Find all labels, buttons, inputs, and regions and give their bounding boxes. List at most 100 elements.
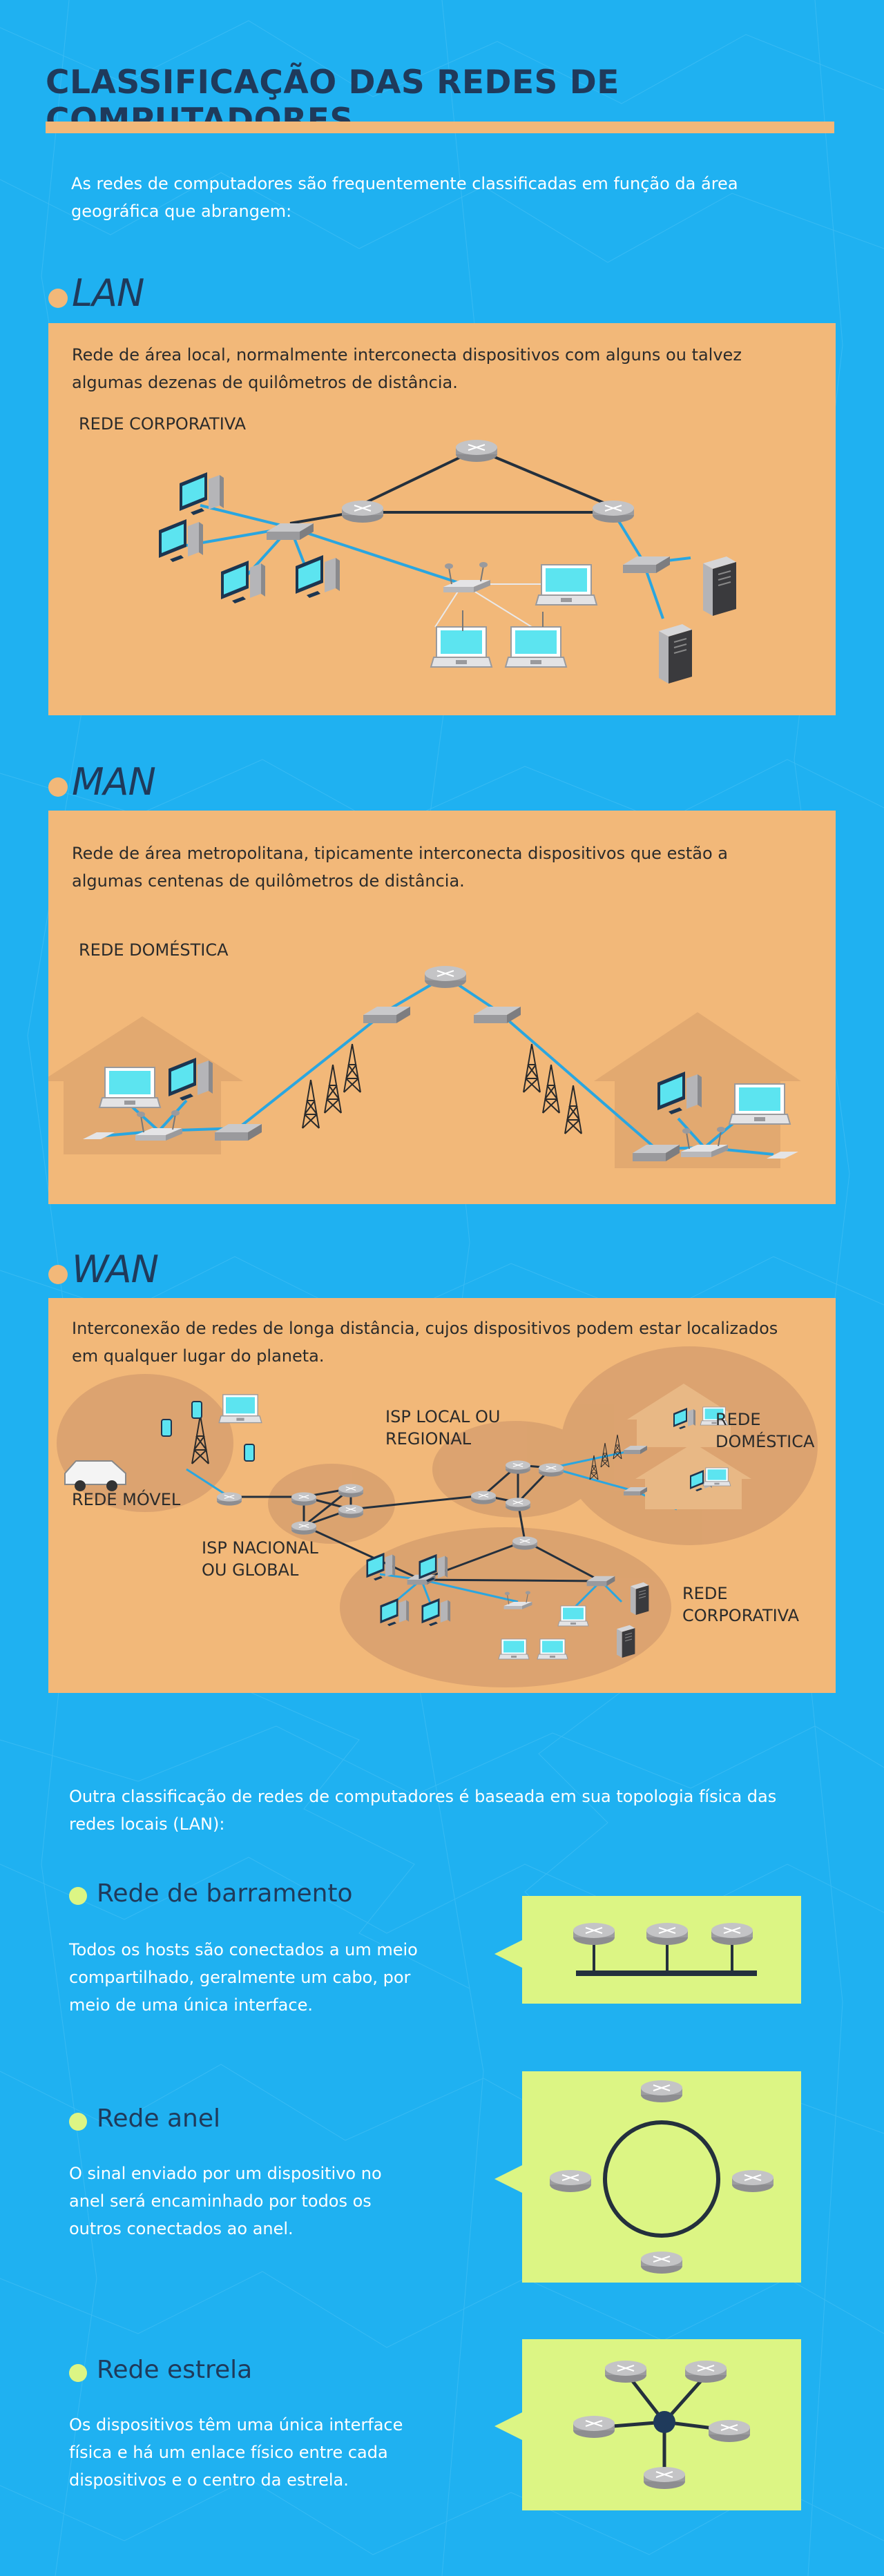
wan-text-line-2: em qualquer lugar do planeta.: [72, 1346, 325, 1366]
lan-diagram-label: REDE CORPORATIVA: [79, 414, 247, 434]
ring-panel-pointer: [494, 2165, 522, 2193]
ring-text-line-1: O sinal enviado por um dispositivo no: [69, 2164, 382, 2183]
star-panel-pointer: [494, 2412, 522, 2440]
lan-diagram: [159, 439, 737, 684]
wan-label-isp-national: ISP NACIONAL OU GLOBAL: [202, 1537, 318, 1581]
man-text-line-2: algumas centenas de quilômetros de distâ…: [72, 871, 465, 891]
switch-icon: [267, 523, 314, 540]
man-diagram: [48, 965, 801, 1168]
wan-label-home-line-2: DOMÉSTICA: [715, 1432, 815, 1451]
server-icon: [616, 1625, 635, 1658]
bus-bullet: [69, 1887, 87, 1905]
router-icon: [470, 1490, 497, 1505]
wan-label-isp-national-line-1: ISP NACIONAL: [202, 1538, 318, 1558]
router-icon: [646, 1922, 689, 1946]
wan-label-corporate-line-2: CORPORATIVA: [682, 1606, 799, 1625]
laptop-icon: [537, 1638, 568, 1660]
laptop-icon: [702, 1467, 731, 1486]
laptop-icon: [218, 1394, 262, 1424]
router-icon: [643, 2466, 686, 2490]
smartphone-icon: [161, 1401, 255, 1462]
router-icon: [291, 1520, 317, 1536]
switch-icon: [83, 1132, 115, 1139]
intro-text: As redes de computadores são frequenteme…: [71, 170, 831, 225]
router-icon: [338, 1504, 364, 1519]
intro-line-2: geográfica que abrangem:: [71, 202, 292, 221]
laptop-icon: [505, 626, 567, 668]
star-description: Os dispositivos têm uma única interface …: [69, 2411, 456, 2494]
lan-panel: Rede de área local, normalmente intercon…: [48, 323, 836, 715]
lan-text-line-1: Rede de área local, normalmente intercon…: [72, 345, 742, 365]
router-icon: [291, 1491, 317, 1507]
router-icon: [455, 439, 498, 463]
lan-bullet: [48, 289, 68, 308]
star-bullet: [69, 2364, 87, 2382]
laptop-icon: [430, 626, 492, 668]
ring-description: O sinal enviado por um dispositivo no an…: [69, 2160, 456, 2243]
wan-label-isp-national-line-2: OU GLOBAL: [202, 1560, 299, 1580]
wan-description: Interconexão de redes de longa distância…: [72, 1315, 825, 1370]
car-icon: [64, 1460, 126, 1491]
star-diagram-panel: [522, 2339, 801, 2510]
topology-intro-line-1: Outra classificação de redes de computad…: [69, 1787, 777, 1806]
router-icon: [708, 2419, 751, 2443]
wan-label-home: REDE DOMÉSTICA: [715, 1408, 814, 1453]
bus-text-line-3: meio de uma única interface.: [69, 1995, 313, 2015]
man-diagram-label: REDE DOMÉSTICA: [79, 940, 229, 960]
laptop-icon: [498, 1638, 530, 1660]
switch-icon: [215, 1124, 262, 1141]
bus-diagram: [573, 1922, 757, 1976]
router-icon: [684, 2360, 727, 2383]
router-icon: [640, 2080, 683, 2103]
lan-heading: LAN: [72, 271, 144, 315]
wan-text-line-1: Interconexão de redes de longa distância…: [72, 1319, 778, 1338]
ring-diagram: [549, 2080, 774, 2274]
switch-icon: [363, 1007, 410, 1023]
router-icon: [338, 1483, 364, 1498]
laptop-icon: [99, 1067, 161, 1108]
antenna-tower-icon: [302, 1079, 320, 1129]
switch-icon: [623, 556, 670, 573]
man-panel: Rede de área metropolitana, tipicamente …: [48, 811, 836, 1204]
bus-heading: Rede de barramento: [97, 1879, 353, 1908]
ring-text-line-3: outros conectados ao anel.: [69, 2219, 294, 2238]
man-description: Rede de área metropolitana, tipicamente …: [72, 840, 818, 895]
switch-icon: [474, 1007, 521, 1023]
router-icon: [505, 1460, 531, 1475]
lan-description: Rede de área local, normalmente intercon…: [72, 341, 818, 396]
ring-diagram-panel: [522, 2071, 801, 2283]
server-icon: [658, 623, 693, 684]
antenna-tower-icon: [343, 1043, 361, 1093]
antenna-tower-icon: [324, 1064, 342, 1114]
wifi-access-point-icon: [443, 561, 491, 593]
lan-text-line-2: algumas dezenas de quilômetros de distân…: [72, 373, 458, 392]
topology-intro-line-2: redes locais (LAN):: [69, 1814, 225, 1834]
bus-description: Todos os hosts são conectados a um meio …: [69, 1936, 456, 2019]
router-icon: [711, 1922, 753, 1946]
antenna-tower-icon: [523, 1043, 541, 1093]
star-text-line-1: Os dispositivos têm uma única interface: [69, 2415, 403, 2434]
router-icon: [573, 2415, 615, 2439]
star-text-line-3: dispositivos e o centro da estrela.: [69, 2470, 349, 2490]
antenna-tower-icon: [564, 1085, 582, 1134]
server-icon: [702, 556, 737, 617]
bus-diagram-panel: [522, 1896, 801, 2004]
wan-label-mobile: REDE MÓVEL: [72, 1490, 181, 1509]
wan-label-corporate-line-1: REDE: [682, 1584, 728, 1603]
intro-line-1: As redes de computadores são frequenteme…: [71, 174, 738, 193]
man-bullet: [48, 777, 68, 797]
laptop-icon: [557, 1605, 589, 1627]
wan-heading: WAN: [72, 1248, 159, 1291]
router-icon: [640, 2251, 683, 2274]
title-underline: [46, 122, 834, 133]
wan-label-corporate: REDE CORPORATIVA: [682, 1582, 799, 1627]
laptop-icon: [729, 1083, 791, 1125]
desktop-computer-icon: [159, 519, 203, 562]
server-icon: [630, 1582, 649, 1616]
router-icon: [604, 2360, 647, 2383]
bus-text-line-1: Todos os hosts são conectados a um meio: [69, 1940, 418, 1959]
router-icon: [341, 500, 384, 523]
router-icon: [216, 1491, 242, 1507]
bus-panel-pointer: [494, 1940, 522, 1968]
ring-bullet: [69, 2113, 87, 2131]
